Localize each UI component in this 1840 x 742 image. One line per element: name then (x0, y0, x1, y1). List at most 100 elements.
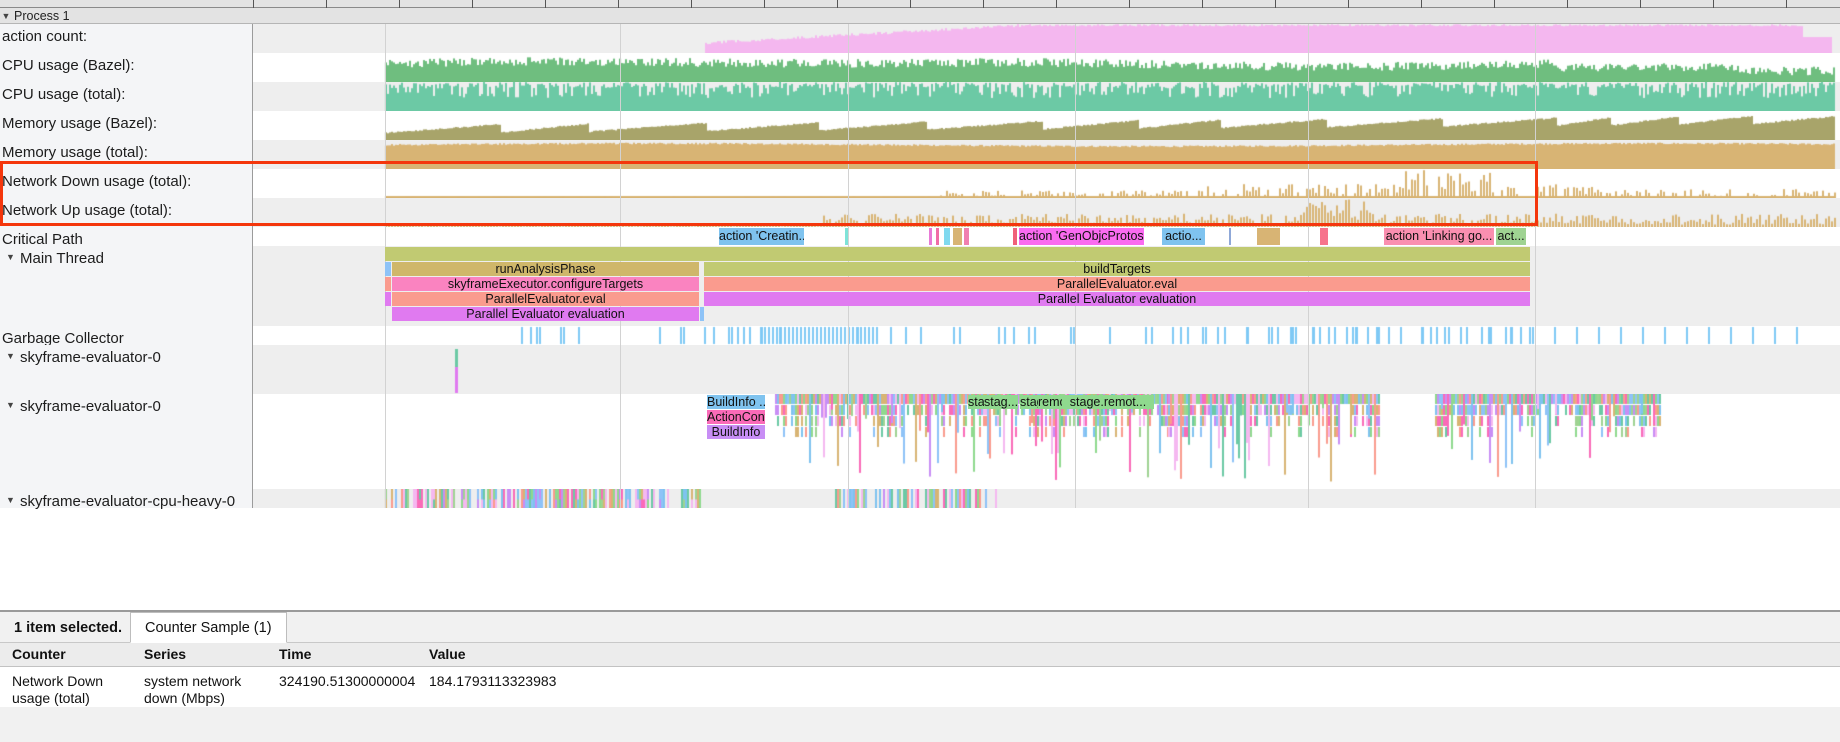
critical-path-slice-small[interactable] (1229, 228, 1231, 245)
track-body[interactable]: action 'Creatin... action 'GenObjcProtos … (253, 227, 1840, 246)
critical-path-slice-small[interactable] (964, 228, 969, 245)
track-name-cell[interactable]: ▼ skyframe-evaluator-0 (0, 394, 253, 489)
track-row[interactable]: Critical Path action 'Creatin... action 'G… (0, 227, 1840, 248)
track-name-cell[interactable]: Memory usage (total): (0, 140, 253, 169)
timeline-gridline (620, 140, 621, 169)
critical-path-slice-small[interactable] (845, 228, 848, 245)
track-row[interactable]: Memory usage (total): (0, 140, 1840, 169)
flame-slice[interactable]: BuildInfo (707, 425, 765, 439)
track-name-cell[interactable]: Critical Path (0, 227, 253, 248)
flame-slice[interactable]: ParallelEvaluator.eval (704, 277, 1530, 291)
track-row[interactable]: ▼ skyframe-evaluator-0 BuildInfo ... Action… (0, 394, 1840, 489)
critical-path-slice[interactable]: actio... (1162, 228, 1205, 245)
track-row[interactable]: Network Down usage (total): (0, 169, 1840, 198)
critical-path-slice-small[interactable] (1013, 228, 1017, 245)
flame-slice[interactable]: stag... (984, 395, 1018, 409)
timeline-tracks-area[interactable]: action count: CPU usage (Bazel): CPU usage… (0, 24, 1840, 610)
chevron-down-icon[interactable]: ▼ (6, 495, 15, 505)
timeline-gridline (620, 24, 621, 53)
details-panel: 1 item selected. Counter Sample (1) Coun… (0, 610, 1840, 742)
track-body[interactable]: runAnalysisPhase buildTargets skyframeExec… (253, 246, 1840, 326)
timeline-gridline (1535, 198, 1536, 227)
track-body[interactable] (253, 24, 1840, 53)
track-name-cell[interactable]: ▼ skyframe-evaluator-0 (0, 345, 253, 394)
flame-slice[interactable]: skyframeExecutor.configureTargets (392, 277, 699, 291)
column-header-value[interactable]: Value (429, 646, 466, 662)
table-row[interactable]: Network Down usage (total) system networ… (0, 667, 1840, 707)
critical-path-slice[interactable]: action 'Creatin... (719, 228, 804, 245)
timeline-gridline (1535, 53, 1536, 82)
flame-slice-small[interactable] (385, 262, 391, 276)
flame-slice-small[interactable] (385, 277, 391, 291)
track-row[interactable]: action count: (0, 24, 1840, 53)
slice-label: action 'Creatin... (719, 229, 804, 243)
flame-slice[interactable]: BuildInfo ... (707, 395, 765, 409)
flame-slice-small[interactable] (385, 247, 1530, 261)
chevron-down-icon[interactable]: ▼ (1, 10, 11, 21)
flame-slice[interactable]: ActionConti... (707, 410, 765, 424)
track-name-cell[interactable]: CPU usage (Bazel): (0, 53, 253, 82)
track-body[interactable] (253, 53, 1840, 82)
timeline-gridline (385, 489, 386, 508)
track-body[interactable] (253, 169, 1840, 198)
flame-slice[interactable]: Parallel Evaluator evaluation (392, 307, 699, 321)
flame-slice-small[interactable] (700, 307, 704, 321)
track-name-cell[interactable]: action count: (0, 24, 253, 53)
track-label: skyframe-evaluator-cpu-heavy-0 (20, 493, 236, 510)
track-body[interactable] (253, 345, 1840, 394)
track-name-cell[interactable]: ▼ Main Thread (0, 246, 253, 326)
flame-slice[interactable]: runAnalysisPhase (392, 262, 699, 276)
critical-path-slice-small[interactable] (1320, 228, 1328, 245)
track-row[interactable]: CPU usage (total): (0, 82, 1840, 111)
timeline-ruler[interactable] (0, 0, 1840, 8)
track-name-cell[interactable]: Memory usage (Bazel): (0, 111, 253, 140)
track-row[interactable]: Memory usage (Bazel): (0, 111, 1840, 140)
flame-slice[interactable]: Parallel Evaluator evaluation (704, 292, 1530, 306)
track-row[interactable]: ▼ skyframe-evaluator-cpu-heavy-0 (0, 489, 1840, 510)
timeline-gridline (620, 394, 621, 489)
track-row[interactable]: ▼ Main Thread runAnalysisPhase buildTargets… (0, 246, 1840, 326)
table-header-row: Counter Series Time Value (0, 643, 1840, 667)
flame-slice[interactable]: buildTargets (704, 262, 1530, 276)
track-body[interactable] (253, 489, 1840, 508)
flame-slice[interactable]: ParallelEvaluator.eval (392, 292, 699, 306)
track-row[interactable]: Garbage Collector (0, 326, 1840, 347)
timeline-gridline (385, 345, 386, 394)
critical-path-slice-small[interactable] (953, 228, 962, 245)
critical-path-slice[interactable]: action 'Linking go... (1384, 228, 1494, 245)
ruler-tick (1567, 0, 1568, 8)
chevron-down-icon[interactable]: ▼ (6, 351, 15, 361)
critical-path-slice-small[interactable] (944, 228, 950, 245)
track-name-cell[interactable]: CPU usage (total): (0, 82, 253, 111)
track-name-cell[interactable]: Garbage Collector (0, 326, 253, 347)
track-body[interactable] (253, 326, 1840, 345)
track-row[interactable]: Network Up usage (total): (0, 198, 1840, 227)
track-body[interactable] (253, 198, 1840, 227)
track-name-cell[interactable]: Network Up usage (total): (0, 198, 253, 227)
ruler-tick (472, 0, 473, 8)
column-header-series[interactable]: Series (144, 646, 187, 662)
track-row[interactable]: CPU usage (Bazel): (0, 53, 1840, 82)
track-body[interactable] (253, 82, 1840, 111)
timeline-gridline (1308, 198, 1309, 227)
track-name-cell[interactable]: ▼ skyframe-evaluator-cpu-heavy-0 (0, 489, 253, 510)
process-group-header[interactable]: ▼ Process 1 (0, 8, 1840, 24)
track-body[interactable] (253, 140, 1840, 169)
critical-path-slice-small[interactable] (1257, 228, 1280, 245)
timeline-gridline (1308, 82, 1309, 111)
chevron-down-icon[interactable]: ▼ (6, 252, 15, 262)
track-body[interactable] (253, 111, 1840, 140)
track-row[interactable]: ▼ skyframe-evaluator-0 (0, 345, 1840, 394)
track-body[interactable]: BuildInfo ...ActionConti...BuildInfo stag… (253, 394, 1840, 489)
critical-path-slice[interactable]: action 'GenObjcProtos video/... (1019, 228, 1144, 245)
tab-counter-sample[interactable]: Counter Sample (1) (130, 612, 287, 643)
column-header-counter[interactable]: Counter (12, 646, 66, 662)
critical-path-slice-small[interactable] (936, 228, 939, 245)
chevron-down-icon[interactable]: ▼ (6, 400, 15, 410)
column-header-time[interactable]: Time (279, 646, 312, 662)
track-name-cell[interactable]: Network Down usage (total): (0, 169, 253, 198)
critical-path-slice-small[interactable] (929, 228, 932, 245)
critical-path-slice[interactable]: act... (1496, 228, 1526, 245)
flame-slice-small[interactable] (385, 292, 391, 306)
flame-slice[interactable]: stage.remot... (1062, 395, 1154, 409)
